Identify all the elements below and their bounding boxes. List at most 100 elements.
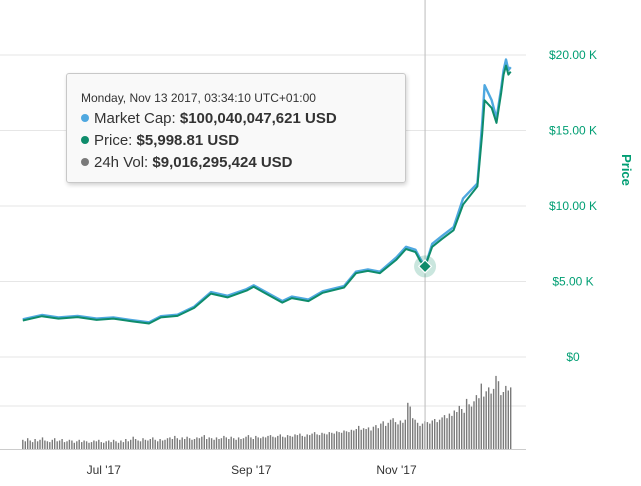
volume-bar xyxy=(274,437,277,449)
volume-bar xyxy=(201,436,203,449)
volume-bar xyxy=(34,439,36,449)
volume-bar xyxy=(252,439,254,449)
x-tick-label: Sep '17 xyxy=(231,463,272,477)
market-cap-dot-icon xyxy=(81,114,89,122)
volume-bar xyxy=(83,440,85,449)
volume-bar xyxy=(397,424,399,449)
volume-bar xyxy=(269,435,272,449)
volume-bar xyxy=(331,432,333,449)
volume-bar xyxy=(495,375,497,449)
volume-bar xyxy=(355,429,357,449)
volume-bar xyxy=(318,435,321,449)
volume-bar xyxy=(291,436,294,449)
volume-bar xyxy=(431,420,433,449)
volume-bar xyxy=(51,439,53,449)
volume-bar xyxy=(353,430,355,449)
volume-bar xyxy=(507,390,509,449)
volume-bar xyxy=(372,426,375,449)
volume-bar xyxy=(465,398,468,449)
volume-bar xyxy=(78,439,80,449)
volume-bar xyxy=(328,432,330,449)
volume-bar xyxy=(39,439,41,449)
volume-bar xyxy=(421,423,424,449)
volume-bar xyxy=(370,430,372,449)
volume-bar xyxy=(448,413,451,449)
volume-bar xyxy=(208,437,210,449)
volume-bar xyxy=(282,436,284,449)
volume-bar xyxy=(63,442,66,449)
volume-bar xyxy=(225,437,227,449)
volume-bar xyxy=(492,388,495,449)
volume-bar xyxy=(385,425,387,449)
volume-bar xyxy=(294,434,296,449)
volume-bar xyxy=(120,440,122,449)
volume-bar xyxy=(348,432,350,449)
volume-bar xyxy=(49,442,51,449)
volume-bar xyxy=(85,441,88,449)
volume-bar xyxy=(461,409,463,449)
volume-bar xyxy=(260,438,262,449)
volume-bars xyxy=(22,375,512,450)
volume-bar xyxy=(399,420,402,449)
volume-bar xyxy=(157,441,159,449)
volume-bar xyxy=(468,404,470,449)
volume-bar xyxy=(36,441,39,449)
volume-bar xyxy=(419,425,421,449)
volume-bar xyxy=(402,422,404,449)
volume-bar xyxy=(144,439,147,449)
volume-bar xyxy=(215,437,218,449)
volume-bar xyxy=(475,395,478,449)
volume-bar xyxy=(380,423,382,449)
volume-bar xyxy=(176,438,178,449)
volume-bar xyxy=(375,425,377,449)
volume-bar xyxy=(387,422,389,449)
volume-bar xyxy=(284,437,286,449)
volume-bar xyxy=(100,442,102,449)
volume-bar xyxy=(316,434,318,449)
volume-bar xyxy=(127,441,129,449)
volume-bar xyxy=(382,421,384,449)
volume-bar xyxy=(203,435,205,449)
volume-bar xyxy=(478,398,480,449)
volume-bar xyxy=(309,435,311,449)
volume-bar xyxy=(497,381,500,449)
volume-bar xyxy=(304,436,306,449)
volume-bar xyxy=(502,392,505,449)
volume-bar xyxy=(228,439,230,449)
tooltip-volume-label: 24h Vol: xyxy=(94,154,149,171)
tooltip-price-row: Price: $5,998.81 USD xyxy=(81,132,239,149)
volume-bar xyxy=(262,436,264,449)
x-tick-label: Jul '17 xyxy=(87,463,122,477)
volume-bar xyxy=(336,431,338,449)
volume-bar xyxy=(338,432,340,449)
volume-bar xyxy=(66,441,68,449)
volume-bar xyxy=(164,439,166,449)
volume-bar xyxy=(362,428,365,449)
volume-bar xyxy=(68,439,71,449)
volume-bar xyxy=(301,435,303,449)
volume-bar xyxy=(174,435,176,449)
volume-bar xyxy=(453,410,455,449)
volume-bar xyxy=(41,437,44,449)
tooltip-date: Monday, Nov 13 2017, 03:34:10 UTC+01:00 xyxy=(81,91,316,105)
tooltip-market-cap-value: $100,040,047,621 USD xyxy=(179,110,337,127)
volume-bar xyxy=(451,415,453,449)
volume-bar xyxy=(88,442,90,449)
volume-bar xyxy=(198,438,201,449)
volume-bar xyxy=(323,433,326,449)
volume-bar xyxy=(193,439,196,449)
volume-bar xyxy=(409,406,411,449)
volume-bar xyxy=(463,412,465,449)
volume-bar xyxy=(412,418,414,449)
tooltip-price-label: Price: xyxy=(94,132,133,149)
volume-bar xyxy=(110,442,112,449)
tooltip-volume-row: 24h Vol: $9,016,295,424 USD xyxy=(81,154,293,171)
volume-bar xyxy=(147,440,149,449)
volume-bar xyxy=(500,395,502,449)
volume-bar xyxy=(392,418,394,449)
y-tick-label: $15.00 K xyxy=(549,124,597,138)
volume-bar xyxy=(446,418,448,449)
volume-bar xyxy=(81,442,83,449)
volume-bar xyxy=(345,431,348,449)
